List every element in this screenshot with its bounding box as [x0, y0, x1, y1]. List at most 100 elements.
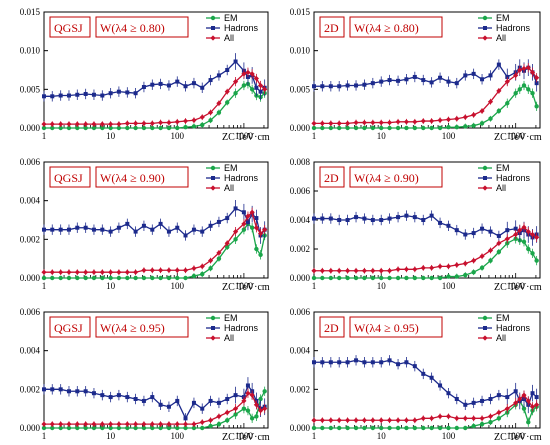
data-point-all — [216, 413, 222, 419]
legend-label-all: All — [224, 183, 234, 193]
data-point-all — [378, 417, 384, 423]
data-point-em — [496, 249, 502, 255]
data-point-all — [479, 415, 485, 421]
data-point-hadrons — [125, 90, 130, 95]
data-point-all — [395, 417, 401, 423]
data-point-em — [166, 125, 172, 131]
data-point-em — [370, 125, 376, 131]
data-point-em — [91, 425, 97, 431]
legend-marker — [210, 315, 216, 321]
data-point-all — [496, 88, 502, 94]
data-point-all — [58, 121, 64, 127]
data-point-hadrons — [362, 360, 367, 365]
data-point-all — [525, 65, 531, 71]
legend-marker — [482, 165, 488, 171]
data-point-all — [521, 392, 527, 398]
data-point-hadrons — [513, 389, 518, 394]
data-point-em — [526, 420, 531, 425]
data-point-em — [479, 421, 485, 427]
data-point-hadrons — [496, 393, 501, 398]
legend-marker — [211, 26, 215, 30]
model-label: 2D — [324, 321, 339, 335]
data-point-hadrons — [320, 216, 325, 221]
data-point-em — [91, 275, 97, 281]
data-point-hadrons — [200, 406, 205, 411]
data-point-em — [133, 275, 138, 281]
data-point-all — [353, 268, 359, 274]
data-point-hadrons — [50, 227, 55, 232]
data-point-hadrons — [225, 216, 230, 221]
data-point-all — [529, 69, 536, 75]
y-tick-label: 0.002 — [20, 234, 40, 244]
data-point-em — [362, 275, 367, 281]
data-point-hadrons — [396, 362, 401, 367]
x-tick-label: 1000 — [507, 281, 526, 291]
data-point-em — [125, 425, 130, 431]
data-point-all — [182, 421, 189, 427]
data-point-em — [58, 275, 63, 281]
data-point-all — [141, 120, 147, 126]
data-point-em — [241, 406, 247, 411]
data-point-all — [99, 121, 105, 127]
y-tick-label: 0.010 — [20, 46, 41, 56]
y-tick-label: 0.002 — [20, 384, 40, 394]
data-point-all — [429, 118, 435, 124]
data-point-hadrons — [225, 397, 230, 401]
data-point-all — [504, 406, 510, 412]
model-label: QGSJ — [54, 21, 83, 35]
data-point-all — [207, 258, 214, 264]
condition-label-box — [95, 316, 189, 338]
data-point-em — [241, 83, 247, 88]
data-point-hadrons — [241, 210, 246, 215]
data-point-hadrons — [141, 398, 146, 403]
legend-marker — [482, 185, 488, 191]
data-point-all — [41, 269, 47, 275]
data-point-hadrons — [345, 83, 350, 88]
data-point-em — [41, 425, 47, 431]
data-point-em — [496, 108, 502, 114]
data-point-hadrons — [438, 220, 443, 225]
data-point-hadrons — [116, 89, 121, 94]
data-point-em — [370, 425, 376, 431]
data-point-hadrons — [91, 391, 96, 396]
data-point-all — [74, 121, 80, 127]
data-point-em — [379, 275, 384, 281]
data-point-all — [336, 417, 342, 423]
legend-label-em: EM — [496, 163, 510, 173]
data-point-all — [116, 121, 122, 127]
data-point-all — [403, 417, 410, 423]
data-point-em — [41, 275, 47, 281]
data-point-em — [336, 425, 342, 431]
data-point-em — [534, 104, 539, 109]
data-point-em — [108, 425, 113, 431]
data-point-all — [496, 240, 502, 246]
data-point-em — [116, 425, 122, 431]
series-line-all — [44, 392, 265, 425]
data-point-all — [513, 400, 519, 406]
data-point-all — [262, 406, 268, 412]
data-point-em — [463, 425, 468, 431]
data-point-em — [311, 275, 317, 281]
data-point-all — [99, 421, 105, 427]
data-point-all — [224, 240, 230, 246]
data-point-hadrons — [379, 360, 384, 365]
data-point-hadrons — [345, 218, 350, 222]
x-axis-label: ZC TeV·cm — [494, 282, 542, 293]
data-point-all — [319, 417, 325, 423]
data-point-hadrons — [505, 228, 510, 233]
model-label-box — [319, 166, 345, 188]
data-point-hadrons — [75, 389, 80, 394]
data-point-hadrons — [446, 391, 451, 396]
data-point-hadrons — [200, 85, 205, 90]
data-point-hadrons — [354, 83, 359, 88]
data-point-all — [412, 417, 418, 423]
data-point-all — [249, 71, 255, 77]
data-point-hadrons — [42, 94, 46, 99]
condition-label: W(λ4 ≥ 0.95) — [354, 321, 419, 335]
data-point-hadrons — [421, 218, 426, 222]
data-point-hadrons — [100, 227, 105, 232]
data-point-hadrons — [312, 216, 316, 221]
data-point-em — [387, 275, 392, 281]
data-point-em — [479, 121, 485, 126]
